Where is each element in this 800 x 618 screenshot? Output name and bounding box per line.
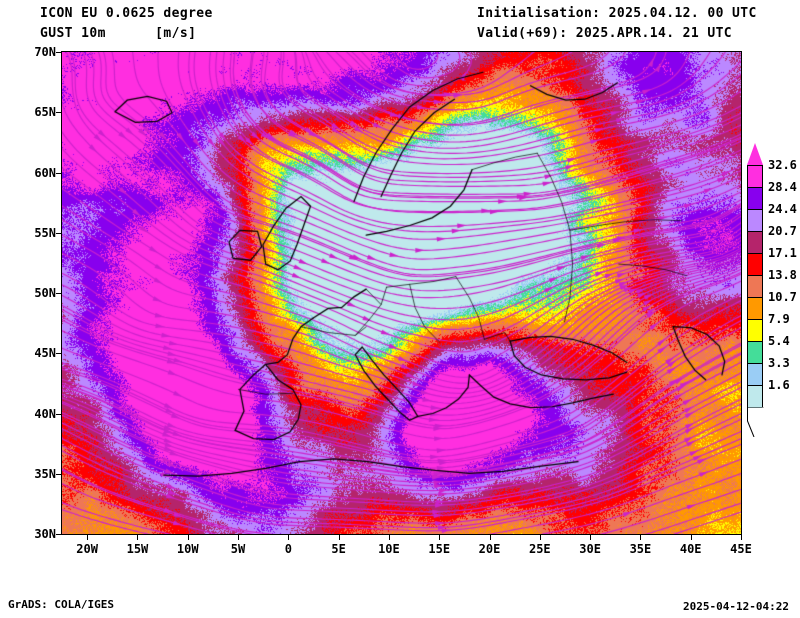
- latitude-tick-mark: [56, 112, 62, 114]
- colorbar-tick-label: 20.7: [768, 224, 797, 238]
- longitude-tick-label: 20W: [76, 542, 98, 556]
- latitude-tick-label: 55N: [34, 225, 56, 240]
- latitude-tick-mark: [56, 353, 62, 355]
- longitude-tick-label: 40E: [679, 542, 702, 556]
- colorbar-tick-label: 1.6: [768, 378, 790, 392]
- model-title: ICON EU 0.0625 degree: [40, 6, 213, 21]
- latitude-tick-label: 40N: [34, 406, 56, 421]
- colorbar-tick-label: 13.8: [768, 268, 797, 282]
- latitude-tick-mark: [56, 172, 62, 174]
- latitude-tick-mark: [56, 413, 62, 415]
- latitude-tick-label: 65N: [34, 105, 56, 120]
- colorbar-band: [748, 298, 762, 320]
- longitude-tick-mark: [539, 534, 541, 540]
- latitude-tick-mark: [56, 473, 62, 475]
- latitude-tick-label: 60N: [34, 165, 56, 180]
- colorbar-band: [748, 210, 762, 232]
- colorbar-tick-label: 10.7: [768, 290, 797, 304]
- colorbar-band: [748, 342, 762, 364]
- longitude-tick-mark: [741, 534, 742, 540]
- longitude-tick-label: 45E: [730, 542, 752, 556]
- colorbar-band: [748, 320, 762, 342]
- colorbar-tick-label: 5.4: [768, 334, 790, 348]
- colorbar-band: [748, 254, 762, 276]
- latitude-tick-label: 50N: [34, 286, 56, 300]
- latitude-tick-label: 45N: [34, 346, 56, 361]
- colorbar-tick-label: 17.1: [768, 246, 797, 260]
- longitude-tick-label: 5W: [230, 542, 246, 556]
- colorbar-tick-label: 28.4: [768, 180, 797, 194]
- longitude-tick-mark: [288, 534, 290, 540]
- colorbar-tick-label: 3.3: [768, 356, 790, 370]
- colorbar-tick-label: 24.4: [768, 202, 797, 216]
- colorbar-band: [748, 364, 762, 386]
- initialisation-time: Initialisation: 2025.04.12. 00 UTC: [477, 6, 757, 21]
- latitude-tick-mark: [56, 232, 62, 234]
- colorbar-band: [748, 166, 762, 188]
- latitude-tick-mark: [56, 534, 62, 535]
- colorbar-tick-label: 7.9: [768, 312, 790, 326]
- latitude-axis: 30N 35N 40N 45N 50N 55N 60N 65N 70N: [0, 45, 62, 541]
- longitude-tick-mark: [238, 534, 240, 540]
- longitude-tick-label: 0: [284, 542, 292, 556]
- longitude-tick-label: 35E: [629, 542, 652, 556]
- longitude-tick-label: 10W: [176, 542, 199, 556]
- longitude-tick-mark: [187, 534, 189, 540]
- render-timestamp: 2025-04-12-04:22: [683, 600, 789, 613]
- colorbar-band: [748, 386, 762, 408]
- longitude-tick-mark: [338, 534, 340, 540]
- latitude-tick-label: 30N: [34, 527, 56, 541]
- colorbar-band: [748, 276, 762, 298]
- valid-time: Valid(+69): 2025.APR.14. 21 UTC: [477, 26, 733, 41]
- longitude-tick-mark: [489, 534, 491, 540]
- map-plot-area: [61, 51, 742, 535]
- grads-credit: GrADS: COLA/IGES: [8, 598, 114, 611]
- longitude-axis: 20W 15W 10W 5W 0 5E 10E 15E 20E 25E 30E 35E 40E 45E: [61, 534, 752, 562]
- latitude-tick-label: 35N: [34, 466, 56, 481]
- colorbar-legend: 1.6 3.3 5.4 7.9 10.7 13.8 17.1 20.7 24.4 28.4 32.6: [746, 143, 800, 439]
- longitude-tick-mark: [87, 534, 89, 540]
- longitude-tick-label: 5E: [331, 542, 346, 556]
- longitude-tick-label: 15E: [428, 542, 451, 556]
- longitude-tick-label: 10E: [378, 542, 400, 556]
- longitude-tick-mark: [590, 534, 592, 540]
- longitude-tick-mark: [439, 534, 441, 540]
- latitude-tick-mark: [56, 293, 62, 294]
- colorbar-tick-label: 32.6: [768, 158, 797, 172]
- longitude-tick-mark: [640, 534, 642, 540]
- latitude-tick-mark: [56, 52, 62, 53]
- longitude-tick-mark: [137, 534, 139, 540]
- colorbar-band: [748, 232, 762, 254]
- longitude-tick-label: 20E: [478, 542, 501, 556]
- colorbar-bands: [747, 165, 763, 408]
- colorbar-extend-arrow-icon: [747, 143, 763, 165]
- latitude-tick-label: 70N: [34, 45, 56, 59]
- colorbar-band: [748, 188, 762, 210]
- longitude-tick-mark: [388, 534, 390, 540]
- gust-field-heatmap: [62, 52, 741, 534]
- field-title: GUST 10m [m/s]: [40, 26, 197, 41]
- longitude-tick-label: 30E: [579, 542, 601, 556]
- longitude-tick-mark: [690, 534, 692, 540]
- longitude-tick-label: 15W: [126, 542, 149, 556]
- colorbar-tail-icon: [747, 407, 764, 437]
- longitude-tick-label: 25E: [528, 542, 551, 556]
